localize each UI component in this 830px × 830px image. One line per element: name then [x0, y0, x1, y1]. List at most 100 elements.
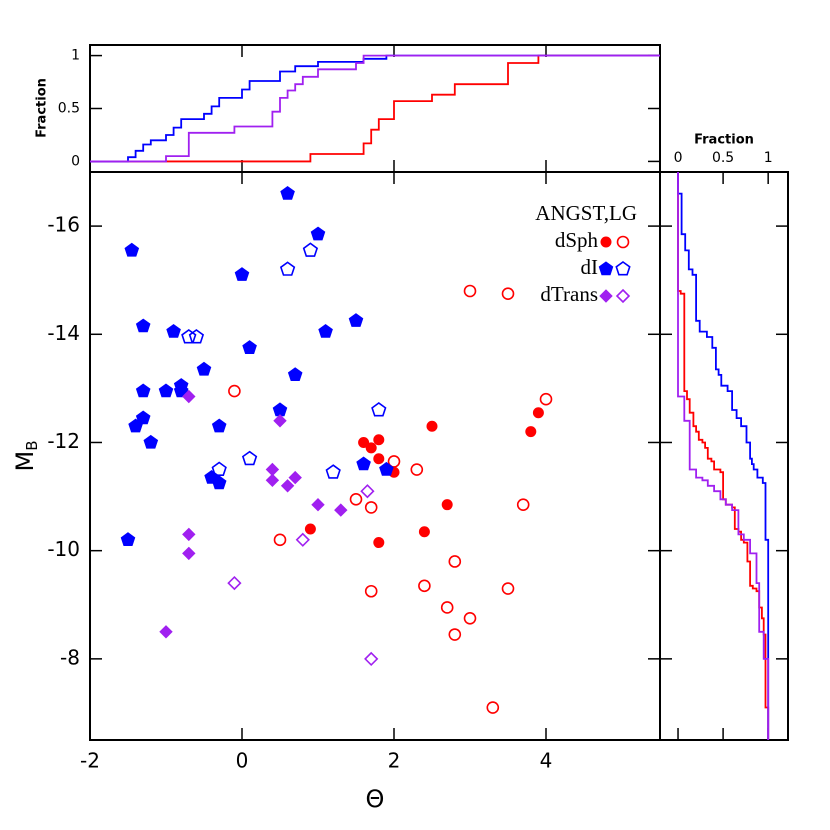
point — [166, 323, 181, 338]
cdf-line — [677, 172, 770, 740]
point — [356, 456, 371, 471]
point — [304, 523, 316, 535]
legend-marker — [616, 235, 630, 249]
point — [124, 242, 140, 257]
point — [364, 501, 378, 514]
point — [273, 414, 287, 428]
point — [334, 503, 348, 517]
point — [120, 532, 136, 546]
x-tick-label: 4 — [540, 749, 553, 773]
point — [287, 367, 303, 381]
point — [143, 434, 159, 449]
y-tick-label: -12 — [47, 429, 80, 453]
y-axis-label-sub: B — [23, 440, 41, 450]
point — [280, 185, 295, 200]
point — [280, 479, 295, 493]
legend-marker — [600, 236, 612, 248]
panel-frame — [659, 171, 789, 741]
point — [272, 402, 288, 417]
point — [279, 261, 296, 276]
point — [364, 651, 379, 667]
point — [440, 601, 454, 614]
point — [348, 313, 364, 327]
cdf-line — [677, 172, 770, 740]
point — [365, 442, 377, 454]
y-tick-label: -16 — [47, 213, 80, 237]
point — [364, 584, 378, 598]
point — [360, 484, 375, 499]
point — [311, 497, 325, 512]
point — [188, 329, 205, 344]
point — [310, 226, 326, 241]
point — [295, 532, 310, 547]
legend-title: ANGST,LG — [535, 201, 637, 225]
point — [525, 426, 537, 438]
y-tick-label: -8 — [60, 645, 80, 669]
point — [325, 464, 341, 479]
point — [448, 555, 462, 568]
point — [516, 498, 530, 511]
x-axis-label: Θ — [366, 785, 385, 813]
x-tick-label: 0 — [674, 150, 683, 166]
x-tick-label: 0.5 — [712, 150, 734, 166]
point — [318, 323, 333, 338]
x-tick-label: -2 — [80, 749, 100, 773]
point — [358, 436, 370, 448]
y-tick-label: -10 — [47, 537, 80, 561]
y-tick-label: 0.5 — [58, 101, 80, 117]
point — [371, 402, 387, 417]
point — [349, 492, 363, 506]
cdf-line — [677, 172, 770, 740]
point — [181, 329, 197, 344]
point — [128, 418, 143, 433]
point — [182, 389, 196, 404]
point — [373, 453, 385, 465]
right-x-label: Fraction — [694, 133, 754, 148]
point — [539, 392, 553, 406]
legend-marker — [599, 289, 613, 303]
point — [182, 527, 196, 542]
point — [211, 461, 227, 477]
point — [501, 582, 515, 595]
point — [228, 384, 241, 398]
point — [463, 284, 477, 298]
legend-marker — [615, 261, 631, 276]
point — [379, 461, 394, 476]
point — [242, 340, 257, 354]
point — [227, 575, 242, 591]
point — [426, 420, 438, 432]
x-tick-label: 0 — [236, 749, 249, 773]
point — [387, 455, 401, 468]
y-tick-label: 1 — [71, 48, 80, 64]
point — [234, 267, 250, 281]
point — [288, 470, 302, 485]
point — [373, 434, 385, 446]
legend-marker — [598, 261, 614, 276]
point — [373, 537, 385, 549]
legend-label: dI — [581, 255, 599, 279]
x-tick-label: 1 — [764, 150, 773, 166]
cdf-line — [90, 54, 660, 163]
point — [135, 410, 151, 425]
point — [532, 407, 544, 419]
panel-frame — [89, 44, 661, 173]
point — [418, 579, 431, 593]
legend-label: dSph — [555, 228, 599, 252]
point — [182, 546, 196, 561]
cdf-line — [90, 54, 660, 163]
x-tick-label: 2 — [388, 749, 401, 773]
point — [211, 418, 227, 433]
point — [501, 287, 515, 301]
y-tick-label: 0 — [71, 153, 80, 169]
point — [418, 526, 430, 538]
point — [463, 611, 477, 625]
point — [410, 463, 424, 476]
point — [486, 701, 500, 714]
point — [448, 628, 462, 641]
y-axis-label: MB — [11, 440, 41, 471]
top-y-label: Fraction — [35, 78, 50, 138]
point — [241, 450, 258, 466]
y-axis-label-main: M — [11, 451, 39, 472]
